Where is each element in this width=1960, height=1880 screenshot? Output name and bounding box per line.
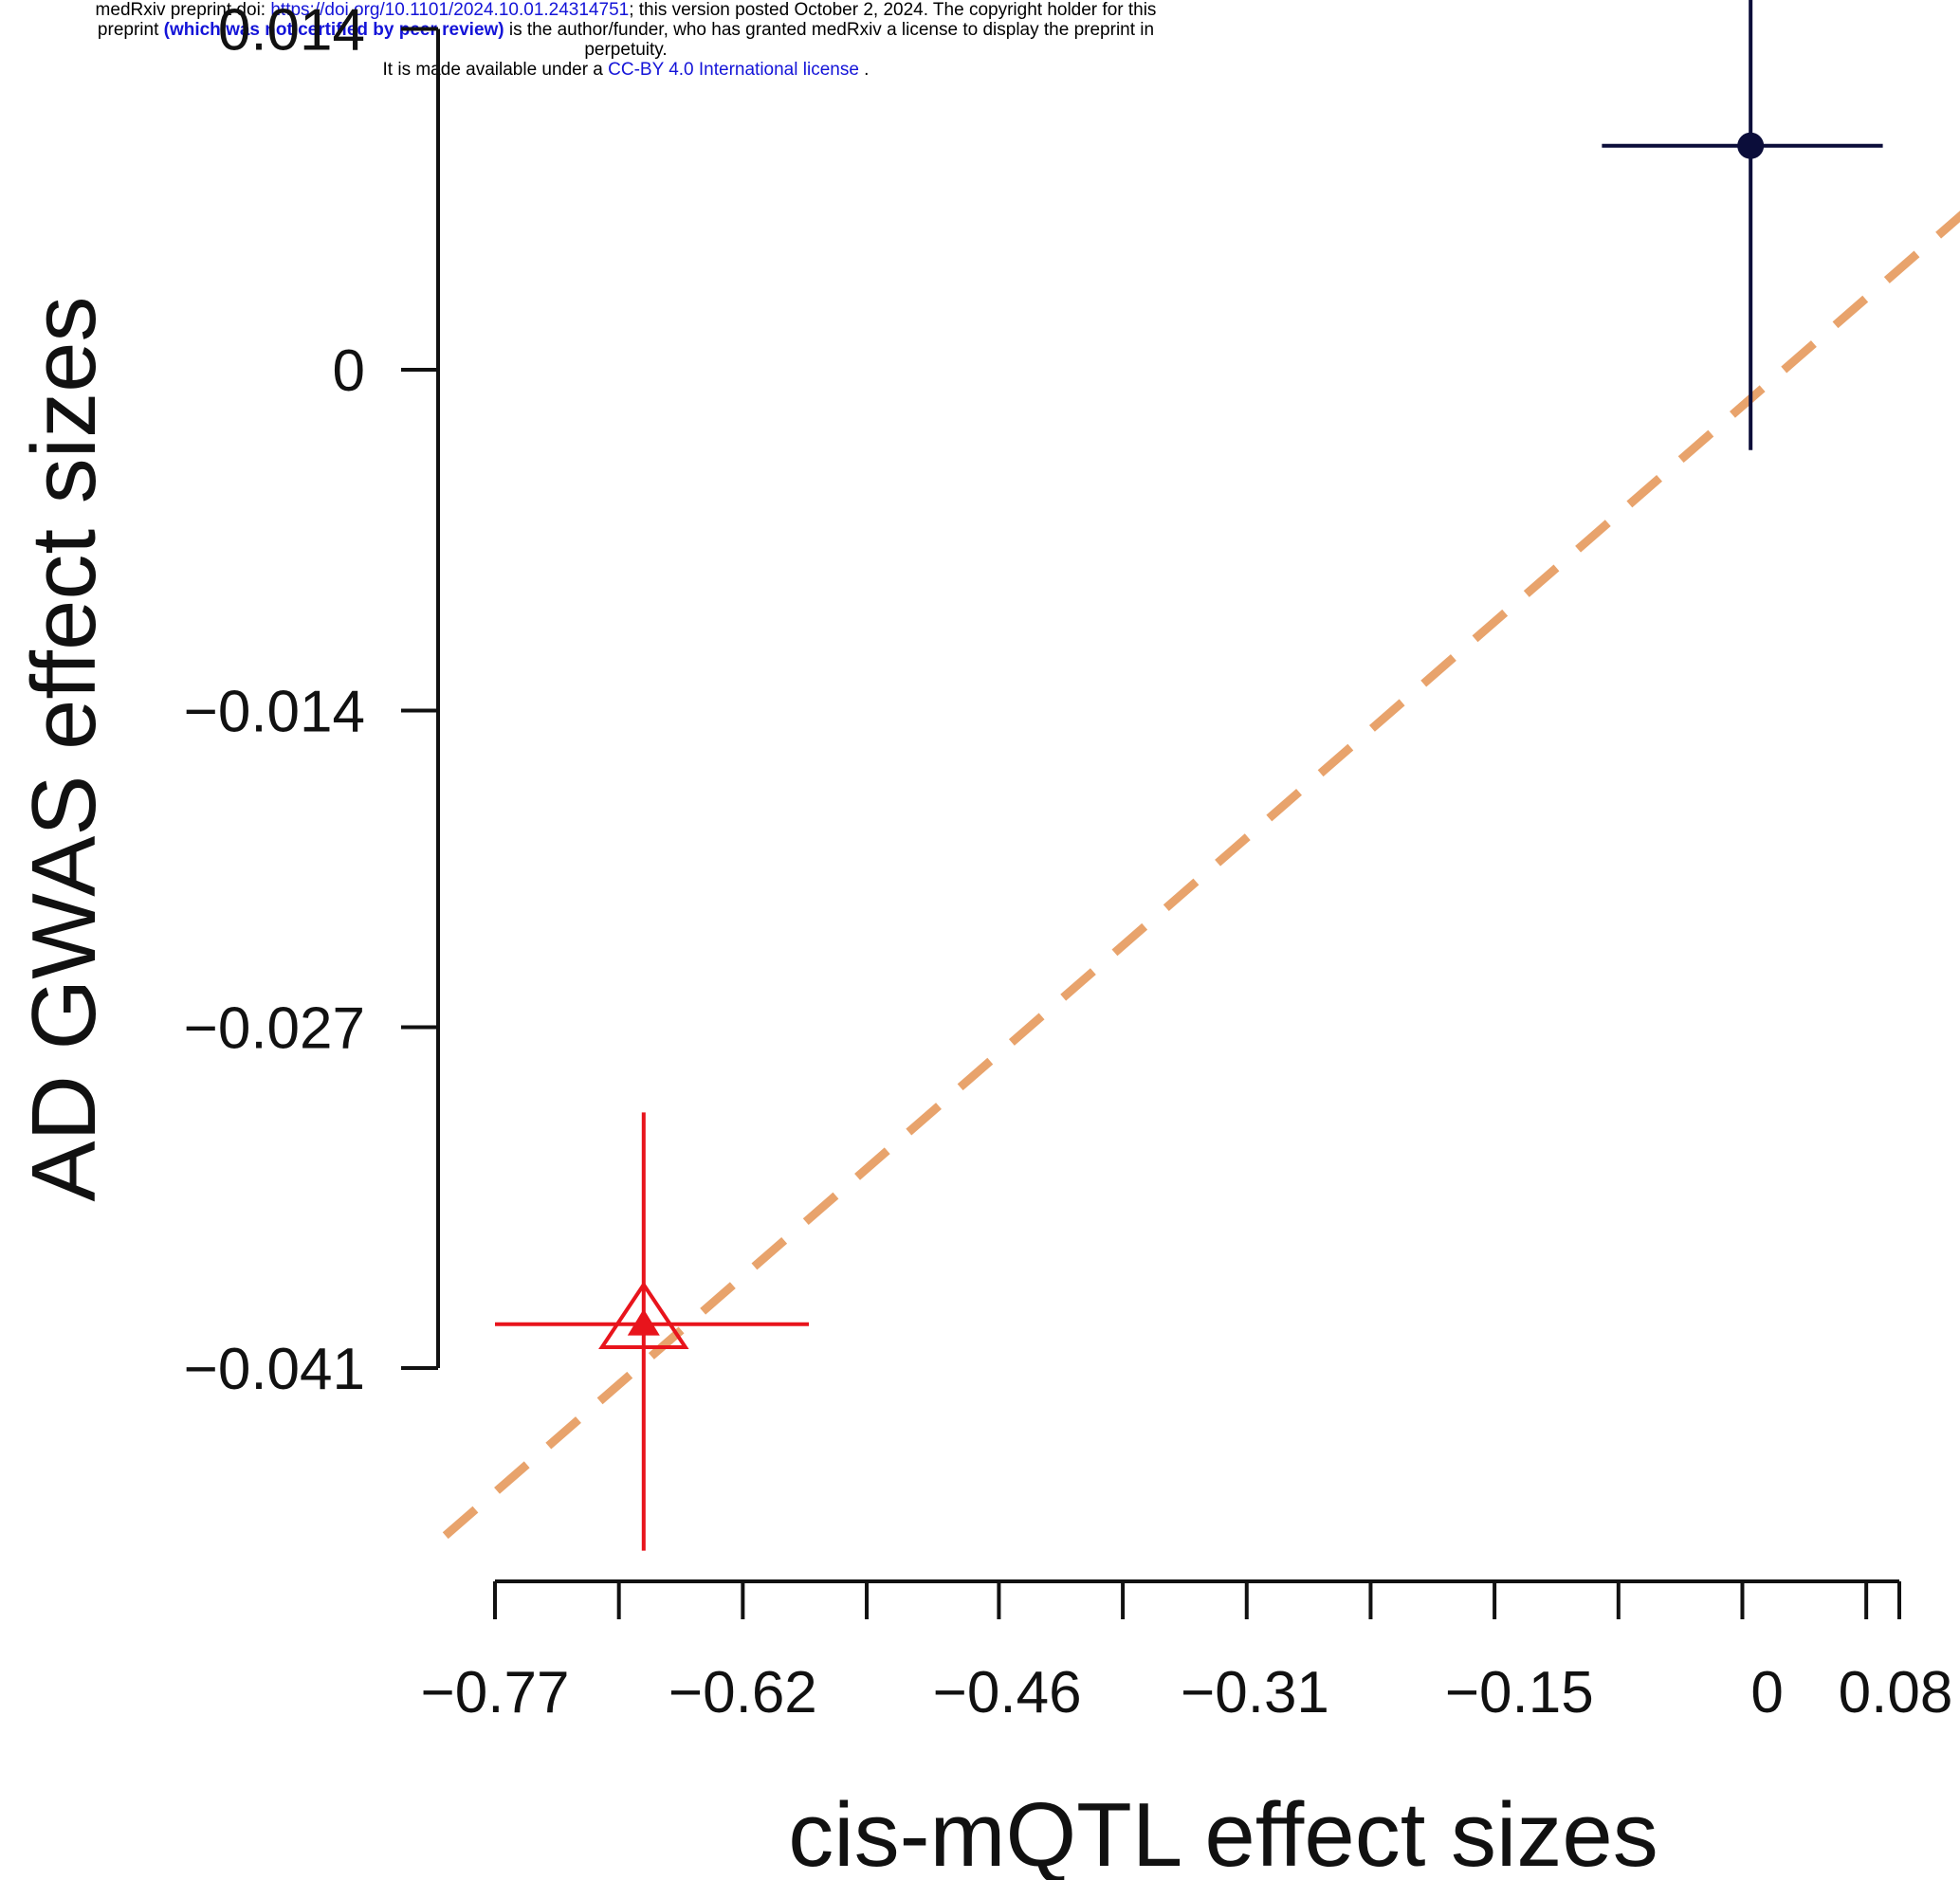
triangle-marker-fill: [627, 1308, 660, 1336]
fit-line-group: [442, 210, 1960, 1540]
triangle-marker-outline: [598, 1281, 689, 1349]
peer-review-note: (which was not certified by peer review): [163, 20, 504, 40]
banner-perpetuity: perpetuity.: [584, 40, 668, 60]
banner-posted-text: ; this version posted October 2, 2024. T…: [629, 0, 1157, 20]
banner-doi-prefix: medRxiv preprint doi:: [95, 0, 271, 20]
y-axis: 0.014 0 −0.014 −0.027 −0.041: [184, 0, 440, 1402]
x-tick-label: −0.62: [669, 1660, 817, 1725]
y-tick-label: −0.014: [184, 680, 365, 745]
banner-period: .: [858, 60, 870, 80]
banner-line-3: perpetuity.: [0, 40, 1252, 60]
banner-line-1: medRxiv preprint doi: https://doi.org/10…: [0, 0, 1252, 20]
x-tick-label: −0.31: [1181, 1660, 1329, 1725]
circle-marker: [1737, 132, 1765, 159]
x-tick-label: 0: [1750, 1660, 1783, 1725]
doi-link[interactable]: https://doi.org/10.1101/2024.10.01.24314…: [270, 0, 630, 20]
banner-license-text: is the author/funder, who has granted me…: [504, 20, 1155, 40]
x-tick-label: −0.15: [1445, 1660, 1594, 1725]
y-axis-label: AD GWAS effect sizes: [13, 297, 115, 1202]
y-tick-label: −0.027: [184, 995, 365, 1061]
banner-preprint-prefix: preprint: [97, 20, 164, 40]
y-tick-label: 0: [333, 338, 365, 404]
banner-line-2: preprint (which was not certified by pee…: [0, 20, 1252, 40]
points-group: [495, 0, 1883, 1551]
x-tick-label: 0.08: [1839, 1660, 1953, 1725]
x-axis-label: cis-mQTL effect sizes: [788, 1784, 1658, 1880]
x-axis: −0.77 −0.62 −0.46 −0.31 −0.15 0 0.08: [421, 1579, 1953, 1725]
y-tick-label: −0.041: [184, 1337, 365, 1402]
y-tick-label: 0.014: [218, 0, 365, 63]
x-tick-label: −0.46: [933, 1660, 1082, 1725]
fit-line: [442, 210, 1960, 1540]
license-link[interactable]: CC-BY 4.0 International license: [608, 60, 859, 80]
x-tick-label: −0.77: [421, 1660, 570, 1725]
data-point: [495, 1112, 810, 1551]
data-point: [1602, 0, 1883, 450]
